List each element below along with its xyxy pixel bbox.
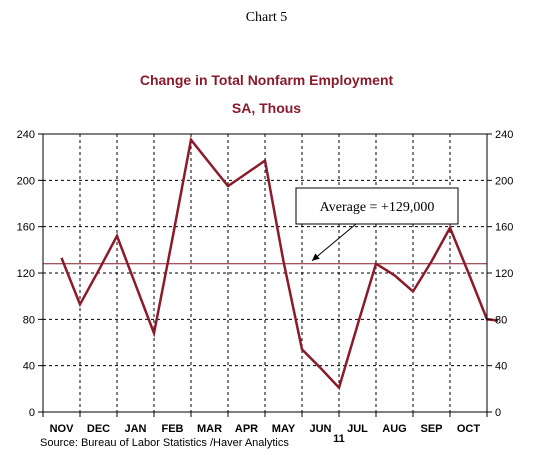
y-tick-label-right: 240 (495, 129, 513, 141)
x-tick-label: JAN (124, 423, 146, 435)
y-tick-label-left: 80 (23, 314, 35, 326)
x-tick-label: JUN (309, 423, 331, 435)
y-tick-label-right: 120 (495, 268, 513, 280)
source-note: Source: Bureau of Labor Statistics /Have… (40, 437, 289, 449)
y-tick-label-left: 40 (23, 361, 35, 373)
average-annotation-text: Average = +129,000 (320, 200, 435, 215)
average-annotation-box (295, 187, 459, 225)
y-tick-label-left: 160 (17, 222, 35, 234)
y-tick-label-right: 0 (495, 407, 501, 419)
x-tick-label: SEP (420, 423, 442, 435)
y-tick-label-right: 160 (495, 222, 513, 234)
x-tick-label: DEC (87, 423, 110, 435)
x-tick-label: NOV (50, 423, 75, 435)
series-line (60, 136, 499, 391)
chart-subtitle: SA, Thous (231, 100, 302, 116)
y-tick-label-right: 80 (495, 314, 507, 326)
y-tick-label-right: 200 (495, 175, 513, 187)
x-tick-label: JUL (347, 423, 368, 435)
x-tick-label: OCT (457, 423, 481, 435)
y-tick-label-left: 120 (17, 268, 35, 280)
x-tick-label: APR (235, 423, 258, 435)
x-tick-label: MAY (272, 423, 296, 435)
y-tick-label-left: 0 (29, 407, 35, 419)
y-tick-label-right: 40 (495, 361, 507, 373)
y-tick-label-left: 200 (17, 175, 35, 187)
year-label: 11 (333, 433, 345, 445)
x-tick-label: AUG (382, 423, 406, 435)
chart-title: Change in Total Nonfarm Employment (139, 72, 394, 88)
x-tick-label: MAR (197, 423, 222, 435)
chart-label: Chart 5 (245, 10, 288, 25)
average-arrow (311, 223, 357, 262)
x-tick-label: FEB (162, 423, 184, 435)
average-arrowhead (312, 253, 320, 261)
y-tick-label-left: 240 (17, 129, 35, 141)
